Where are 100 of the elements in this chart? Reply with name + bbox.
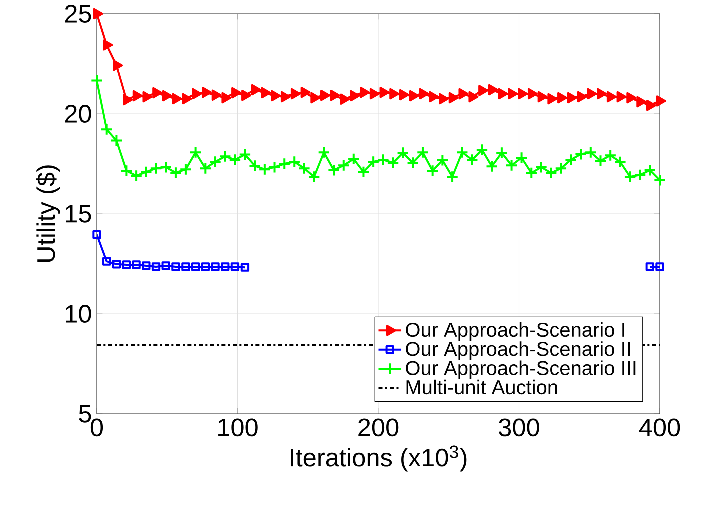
point [370, 88, 380, 100]
point [288, 156, 301, 168]
point [160, 161, 172, 174]
point [554, 162, 568, 175]
point [112, 260, 122, 269]
point [577, 91, 588, 103]
point [416, 146, 430, 159]
point [338, 159, 350, 172]
point [240, 263, 250, 272]
point [386, 156, 400, 170]
point [574, 148, 588, 161]
point [606, 91, 617, 103]
point [202, 86, 212, 98]
point [221, 262, 230, 272]
point [587, 88, 598, 100]
y-tick-label: 15 [66, 205, 92, 223]
point [310, 92, 321, 104]
point [350, 90, 360, 102]
point [180, 163, 192, 176]
point [377, 154, 390, 166]
point [199, 162, 212, 175]
point [564, 154, 578, 166]
point [584, 146, 598, 159]
point [604, 149, 617, 162]
point [545, 166, 558, 180]
point [192, 88, 202, 100]
point [189, 146, 202, 159]
point [614, 156, 627, 169]
point [330, 90, 340, 102]
point [594, 154, 608, 168]
point [486, 160, 498, 173]
point [496, 146, 508, 160]
point [211, 262, 220, 272]
point [142, 262, 151, 270]
point [123, 94, 134, 106]
point [439, 93, 450, 105]
point [348, 152, 360, 166]
point [238, 148, 252, 162]
point [548, 93, 558, 105]
point [656, 262, 664, 272]
point [162, 262, 170, 270]
point [446, 170, 459, 184]
point [436, 154, 450, 167]
x-tick-label: 400 [639, 418, 680, 437]
point [150, 162, 163, 175]
point [515, 152, 528, 164]
point [367, 156, 380, 168]
point [140, 166, 153, 179]
point [656, 96, 666, 107]
point [268, 161, 282, 174]
point [222, 92, 232, 104]
point [182, 93, 192, 105]
point [644, 164, 656, 177]
point [328, 164, 340, 177]
point [278, 158, 291, 170]
point [468, 91, 479, 103]
point [308, 170, 321, 184]
point [538, 91, 548, 103]
y-axis-title: Utility ($) [36, 166, 60, 262]
point [258, 163, 272, 176]
point [122, 260, 132, 270]
point [409, 90, 420, 102]
x-tick-label: 300 [499, 418, 540, 437]
point [396, 146, 410, 160]
point [172, 93, 182, 105]
point [300, 86, 311, 98]
point [248, 160, 262, 172]
point [318, 146, 331, 159]
point [209, 156, 222, 168]
point [219, 150, 232, 163]
point [456, 146, 469, 159]
point [654, 174, 666, 187]
point [567, 92, 578, 104]
x-tick-label: 200 [358, 418, 399, 437]
point [298, 162, 311, 175]
point [132, 90, 143, 102]
point [498, 88, 508, 100]
point [508, 88, 518, 100]
point [228, 154, 242, 166]
point [251, 84, 262, 96]
point [448, 92, 459, 104]
legend-label: Our Approach-Scenario I [406, 322, 624, 342]
point [170, 166, 182, 180]
point [616, 91, 627, 103]
point [636, 96, 647, 108]
y-tick-label: 10 [66, 305, 92, 323]
point [419, 88, 430, 100]
point [92, 230, 102, 240]
point [426, 164, 440, 178]
point [478, 85, 489, 96]
x-tick-label: 0 [90, 418, 104, 437]
point [390, 88, 400, 100]
point [535, 161, 548, 174]
point [201, 262, 210, 272]
point [429, 91, 440, 103]
point [212, 90, 222, 102]
point [528, 88, 538, 100]
y-tick-label: 25 [65, 5, 92, 23]
point [466, 154, 479, 166]
point [232, 87, 242, 99]
